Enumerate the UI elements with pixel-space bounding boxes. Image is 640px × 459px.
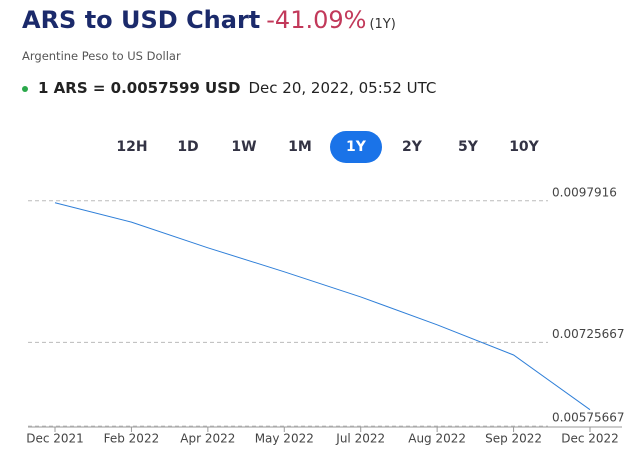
header: ARS to USD Chart -41.09% (1Y) [22,6,396,34]
x-tick-label: Jul 2022 [335,432,385,446]
x-tick-label: May 2022 [255,432,314,446]
range-button[interactable]: 12H [116,139,148,155]
range-button[interactable]: 1D [177,139,199,155]
period: (1Y) [369,17,396,32]
x-tick-label: Feb 2022 [104,432,160,446]
range-button[interactable]: 1W [231,139,257,155]
rate: 1 ARS = 0.0057599 USD [38,79,241,97]
status-dot [22,85,28,92]
timestamp: Dec 20, 2022, 05:52 UTC [248,79,437,97]
range-button[interactable]: 5Y [458,139,478,155]
x-tick-label: Apr 2022 [180,432,235,446]
subtitle: Argentine Peso to US Dollar [22,49,181,63]
range-button[interactable]: 1Y [330,131,382,163]
y-tick-label: 0.00725667 [552,327,625,341]
rate-row: 1 ARS = 0.0057599 USD Dec 20, 2022, 05:52… [22,79,436,97]
y-tick-label: 0.0097916 [552,185,617,199]
x-tick-label: Aug 2022 [408,432,466,446]
x-tick-label: Sep 2022 [485,432,542,446]
x-tick-label: Dec 2021 [26,432,84,446]
x-tick-label: Dec 2022 [561,432,619,446]
title: ARS to USD Chart [22,6,261,34]
range-button[interactable]: 2Y [402,139,422,155]
change: -41.09% [266,6,367,34]
price-line [54,202,591,411]
range-button[interactable]: 10Y [509,139,539,155]
range-buttons: 12H 1D 1W 1M 1Y 2Y 5Y 10Y [106,131,550,163]
y-tick-label: 0.00575667 [552,411,625,425]
range-button[interactable]: 1M [288,139,312,155]
